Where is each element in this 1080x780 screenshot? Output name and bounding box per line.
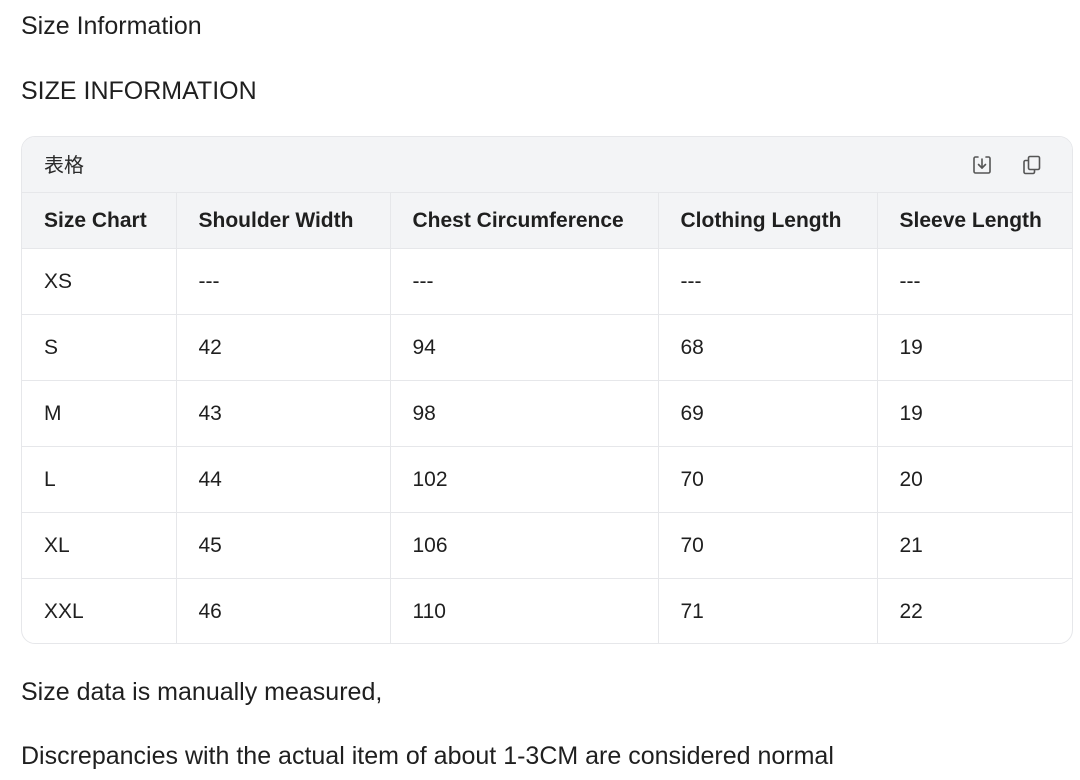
table-cell: 69 (658, 380, 878, 447)
table-cell: 71 (658, 578, 878, 643)
table-cell: 94 (390, 314, 659, 381)
table-header-row: Size Chart Shoulder Width Chest Circumfe… (22, 193, 1072, 249)
table-cell: 45 (176, 512, 391, 579)
table-cell: --- (390, 248, 659, 315)
table-cell: --- (176, 248, 391, 315)
header-sleeve-length: Sleeve Length (877, 193, 1072, 249)
table-cell: 42 (176, 314, 391, 381)
table-cell: XL (22, 512, 177, 579)
table-cell: 68 (658, 314, 878, 381)
table-cell: 19 (877, 380, 1072, 447)
table-cell: XS (22, 248, 177, 315)
table-cell: M (22, 380, 177, 447)
table-cell: 19 (877, 314, 1072, 381)
table-cell: 70 (658, 446, 878, 513)
table-label: 表格 (44, 153, 84, 177)
table-cell: 110 (390, 578, 659, 643)
table-cell: --- (877, 248, 1072, 315)
table-cell: XXL (22, 578, 177, 643)
table-cell: 106 (390, 512, 659, 579)
table-cell: 44 (176, 446, 391, 513)
table-cell: 20 (877, 446, 1072, 513)
table-toolbar: 表格 (22, 137, 1072, 193)
table-row: L 44 102 70 20 (22, 446, 1072, 513)
table-cell: 70 (658, 512, 878, 579)
table-cell: 22 (899, 599, 923, 623)
table-row: XS --- --- --- --- (22, 248, 1072, 315)
table-cell: 21 (877, 512, 1072, 579)
note-discrepancy: Discrepancies with the actual item of ab… (21, 742, 834, 770)
copy-button[interactable] (1018, 151, 1046, 179)
table-row: XL 45 106 70 21 (22, 512, 1072, 579)
page-title: Size Information (21, 12, 202, 40)
table-row: S 42 94 68 19 (22, 314, 1072, 381)
header-shoulder-width: Shoulder Width (176, 193, 391, 249)
download-icon (973, 156, 991, 174)
header-size-chart: Size Chart (22, 193, 177, 249)
table-cell: 98 (390, 380, 659, 447)
size-table-card: 表格 Size Chart (21, 136, 1073, 644)
section-heading: SIZE INFORMATION (21, 77, 257, 105)
table-cell: 102 (390, 446, 659, 513)
table-row: M 43 98 69 19 (22, 380, 1072, 447)
note-measurement: Size data is manually measured, (21, 678, 383, 706)
table-row: XXL 46 110 71 22 (22, 578, 1072, 643)
table-cell: 43 (176, 380, 391, 447)
header-clothing-length: Clothing Length (658, 193, 878, 249)
table-cell: L (22, 446, 177, 513)
table-cell: 46 (176, 578, 391, 643)
size-table: Size Chart Shoulder Width Chest Circumfe… (22, 193, 1072, 643)
table-cell: --- (658, 248, 878, 315)
download-button[interactable] (968, 151, 996, 179)
header-chest-circumference: Chest Circumference (390, 193, 659, 249)
copy-icon (1023, 155, 1041, 175)
table-cell: S (22, 314, 177, 381)
